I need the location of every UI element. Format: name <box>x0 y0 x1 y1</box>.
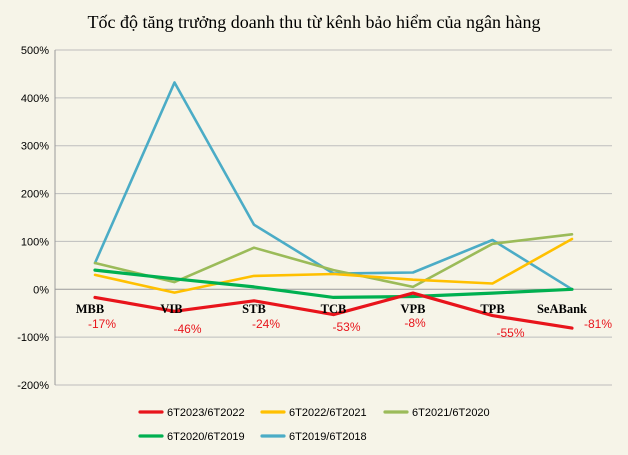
y-tick-label: 400% <box>21 93 49 105</box>
data-point <box>173 310 176 313</box>
data-point <box>332 313 335 316</box>
data-point <box>491 243 494 245</box>
data-label: -46% <box>173 322 201 336</box>
x-tick-label: SeABank <box>537 302 587 316</box>
data-point <box>332 296 335 299</box>
legend-label: 6T2023/6T2022 <box>167 407 245 419</box>
data-point <box>412 278 414 281</box>
x-tick-label: TCB <box>321 302 347 316</box>
legend-item: 6T2020/6T2019 <box>138 431 245 443</box>
legend-item: 6T2023/6T2022 <box>138 407 245 419</box>
series-6T2019/6T2018 <box>93 81 574 291</box>
data-point <box>491 292 494 294</box>
data-point <box>571 233 573 236</box>
data-point <box>412 271 414 274</box>
data-point <box>491 239 494 241</box>
data-point <box>94 274 96 276</box>
data-point <box>253 299 255 302</box>
data-point <box>571 288 573 291</box>
legend-item: 6T2022/6T2021 <box>260 407 367 419</box>
data-label: -17% <box>88 317 116 331</box>
series-6T2020/6T2019 <box>93 268 574 299</box>
data-point <box>94 269 96 271</box>
data-point <box>173 281 176 283</box>
y-tick-label: 0% <box>33 284 49 296</box>
data-point <box>253 246 255 249</box>
legend-label: 6T2019/6T2018 <box>289 431 367 443</box>
legend-label: 6T2022/6T2021 <box>289 407 367 419</box>
series-6T2023/6T2022 <box>93 291 574 330</box>
x-tick-label: VPB <box>401 302 426 316</box>
x-tick-label: STB <box>242 302 266 316</box>
y-tick-label: 200% <box>21 189 49 201</box>
data-point <box>571 327 573 329</box>
x-tick-label: VIB <box>160 302 182 316</box>
data-point <box>253 286 255 288</box>
data-point <box>94 296 96 299</box>
data-point <box>253 275 255 277</box>
legend-item: 6T2021/6T2020 <box>383 407 490 419</box>
data-point <box>412 295 414 298</box>
series-line <box>93 81 574 291</box>
y-tick-label: -200% <box>17 380 49 392</box>
chart-title: Tốc độ tăng trưởng doanh thu từ kênh bảo… <box>88 12 541 32</box>
data-point <box>173 277 176 280</box>
data-point <box>412 286 414 288</box>
legend-label: 6T2020/6T2019 <box>167 431 245 443</box>
data-label: -55% <box>496 326 524 340</box>
y-tick-label: 300% <box>21 141 49 153</box>
data-label: -8% <box>404 316 426 330</box>
data-point <box>332 269 335 271</box>
data-label: -81% <box>584 317 612 331</box>
data-label: -53% <box>332 320 360 334</box>
y-tick-label: -100% <box>17 332 49 344</box>
data-label: -24% <box>252 317 280 331</box>
data-point <box>94 262 96 264</box>
y-tick-label: 500% <box>21 45 49 57</box>
x-tick-label: TPB <box>480 302 504 316</box>
data-point <box>491 314 494 317</box>
legend-item: 6T2019/6T2018 <box>260 431 367 443</box>
legend-label: 6T2021/6T2020 <box>412 407 490 419</box>
data-point <box>173 291 176 294</box>
data-point <box>253 223 255 226</box>
series-6T2021/6T2020 <box>93 233 574 289</box>
data-point <box>571 238 573 240</box>
data-point <box>332 273 335 275</box>
x-tick-label: MBB <box>76 302 104 316</box>
data-point <box>173 81 176 84</box>
series-line <box>93 237 574 294</box>
data-point <box>412 292 414 294</box>
y-tick-label: 100% <box>21 236 49 248</box>
data-point <box>491 282 494 285</box>
series-6T2022/6T2021 <box>93 237 574 294</box>
